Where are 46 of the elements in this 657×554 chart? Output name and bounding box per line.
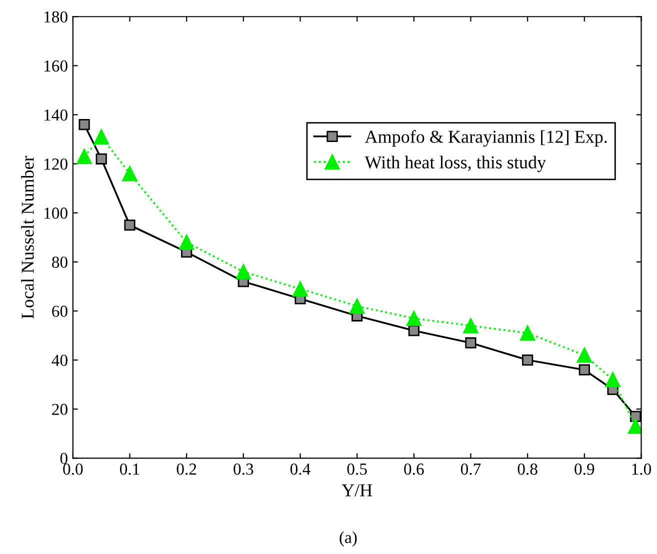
point xyxy=(349,298,365,314)
y-tick-label: 100 xyxy=(44,208,68,219)
point xyxy=(94,129,109,144)
point xyxy=(122,166,138,182)
point xyxy=(628,418,642,434)
point xyxy=(463,318,478,334)
x-tick-label: 0.2 xyxy=(176,464,196,475)
point xyxy=(236,264,252,280)
y-tick-label: 20 xyxy=(52,404,68,416)
point xyxy=(465,337,476,348)
x-tick-label: 0.7 xyxy=(460,464,481,475)
x-axis-title: Y/H xyxy=(342,484,372,496)
y-axis-title: Local Nusselt Number xyxy=(21,156,34,319)
y-tick-label: 160 xyxy=(44,60,68,72)
point xyxy=(292,281,308,297)
y-tick-label: 120 xyxy=(44,158,68,170)
x-tick-label: 0.5 xyxy=(347,464,367,475)
legend-label: Ampofo & Karayiannis [12] Exp. xyxy=(364,130,607,147)
x-tick-label: 0.1 xyxy=(120,464,140,475)
y-tick-label: 60 xyxy=(52,306,68,317)
legend-label: With heat loss, this study xyxy=(364,156,546,172)
point xyxy=(605,372,620,388)
x-tick-label: 0.0 xyxy=(63,464,83,475)
x-tick-label: 0.9 xyxy=(574,464,594,475)
x-tick-label: 1.0 xyxy=(632,464,652,475)
y-tick-label: 140 xyxy=(44,109,68,121)
point xyxy=(408,325,420,336)
point xyxy=(406,310,422,326)
x-tick-label: 0.4 xyxy=(290,464,310,475)
y-tick-label: 40 xyxy=(52,354,68,366)
y-tick-label: 0 xyxy=(60,452,68,464)
x-tick-label: 0.8 xyxy=(518,464,538,475)
point xyxy=(576,347,592,363)
point xyxy=(76,148,92,164)
x-tick-label: 0.6 xyxy=(404,464,424,475)
y-tick-label: 80 xyxy=(52,256,68,268)
y-tick-label: 180 xyxy=(44,11,68,23)
point xyxy=(522,354,534,366)
point xyxy=(78,118,90,130)
point xyxy=(124,220,136,231)
x-tick-label: 0.3 xyxy=(234,464,254,475)
point xyxy=(178,234,194,250)
point xyxy=(520,325,536,341)
text: (a) xyxy=(340,531,357,546)
point xyxy=(96,153,107,164)
point xyxy=(578,364,590,376)
